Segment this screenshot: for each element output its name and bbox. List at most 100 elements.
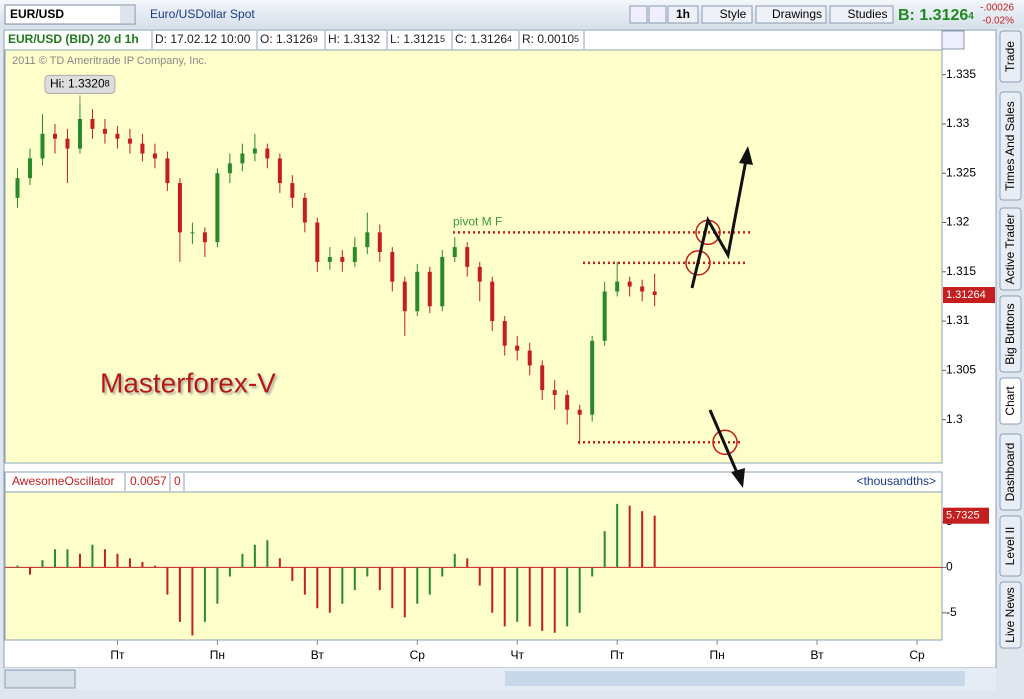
x-tick-label: Вт (311, 648, 325, 662)
osc-bar (453, 553, 456, 568)
last-price-box (943, 287, 995, 304)
candle-body (327, 256, 332, 262)
osc-bar (228, 567, 231, 577)
candle-body (165, 158, 170, 184)
info-text: O: 1.3126 (260, 32, 313, 46)
candle-body (27, 158, 32, 179)
candle-body (477, 266, 482, 282)
bid: B: 1.31264 (898, 7, 974, 24)
side-tab-label: Times And Sales (1003, 101, 1017, 191)
osc-bar (603, 531, 606, 568)
button-label: Style (720, 7, 747, 21)
zoom-buttons[interactable] (4, 669, 76, 689)
scroll-thumb[interactable] (505, 671, 965, 686)
x-tick-label: Пт (110, 648, 125, 662)
osc-bar (566, 567, 569, 627)
level-circle (712, 429, 738, 456)
candle-body (652, 291, 657, 296)
info-text: D: 17.02.12 10:00 (155, 32, 251, 46)
side-tab[interactable] (999, 295, 1022, 373)
last-value-box (943, 507, 989, 524)
candle-body (490, 281, 495, 322)
button-label: 1h (676, 7, 690, 21)
info-text: EUR/USD (BID) 20 d 1h (8, 32, 139, 46)
candle-body (127, 138, 132, 144)
y-tick-label: 1.315 (946, 264, 976, 278)
candle-body (202, 232, 207, 243)
y-tick-label: 1.325 (946, 165, 976, 179)
info-sub: 5 (440, 34, 445, 44)
x-tick-label: Вт (811, 648, 825, 662)
symbol-box[interactable] (4, 4, 136, 25)
candle-body (65, 138, 70, 149)
osc-bar (291, 567, 294, 582)
info-sub: 4 (507, 34, 512, 44)
candle-body (52, 133, 57, 139)
info-text: C: 1.3126 (455, 32, 507, 46)
osc-bar (191, 567, 194, 636)
osc-bar (441, 567, 444, 577)
chart-icon[interactable] (941, 30, 965, 50)
osc-bar (391, 567, 394, 609)
osc-bar (328, 567, 331, 613)
toolbar-button[interactable] (667, 5, 699, 24)
osc-bar (416, 567, 419, 604)
toolbar-button[interactable] (701, 5, 753, 24)
candle-body (252, 148, 257, 154)
side-tab[interactable] (999, 377, 1022, 425)
toolbar-button[interactable] (755, 5, 827, 24)
icon-button[interactable] (629, 5, 648, 24)
candle-body (377, 232, 382, 253)
side-tab[interactable] (999, 207, 1022, 291)
toolbar-button[interactable] (829, 5, 894, 24)
hi-text: Hi: 1.3320 (50, 77, 105, 91)
info-text: R: 0.0010 (522, 32, 574, 46)
info-sub: 5 (574, 34, 579, 44)
osc-reading: 0.0057 (130, 474, 167, 488)
hi-label: Hi: 1.33208 (50, 77, 110, 91)
osc-bar (578, 567, 581, 613)
candle-body (190, 232, 195, 234)
osc-unit: <thousandths> (857, 474, 936, 488)
y-tick-label: 1.31 (946, 313, 970, 327)
candle-body (590, 340, 595, 415)
osc-bar (278, 558, 281, 568)
level-circle (685, 250, 711, 276)
candle-body (452, 247, 457, 257)
osc-bar (591, 567, 594, 577)
candle-body (15, 178, 20, 198)
candle-body (440, 256, 445, 307)
y-tick-label: 1.335 (946, 67, 976, 81)
icon-button[interactable] (648, 5, 667, 24)
osc-bar (316, 567, 319, 609)
osc-bar (478, 567, 481, 586)
osc-bar (266, 540, 269, 568)
candle-body (152, 153, 157, 159)
side-tab[interactable] (999, 581, 1022, 649)
side-tab[interactable] (999, 30, 1022, 83)
candle-body (40, 133, 45, 159)
osc-bar (16, 565, 19, 568)
side-tab[interactable] (999, 91, 1022, 201)
candle-body (552, 390, 557, 395)
osc-bar (91, 544, 94, 568)
button-label: Studies (847, 7, 887, 21)
side-tab-label: Big Buttons (1003, 303, 1017, 364)
last-value-label: 5.7325 (946, 510, 980, 522)
side-tab-label: Trade (1003, 41, 1017, 72)
dropdown[interactable] (120, 6, 134, 23)
side-tab[interactable] (999, 433, 1022, 511)
bid-value: B: 1.3126 (898, 7, 968, 24)
info-sub: 9 (313, 34, 318, 44)
arrow-down (708, 409, 740, 476)
info-cell: EUR/USD (BID) 20 d 1h (8, 32, 139, 46)
info-cell: C: 1.31264 (455, 32, 512, 46)
arrow-head (731, 468, 745, 488)
osc-bar (166, 567, 169, 595)
osc-bar (66, 549, 69, 568)
side-tab-label: Live News (1003, 587, 1017, 642)
osc-bar (153, 565, 156, 568)
side-tab[interactable] (999, 515, 1022, 577)
candle-body (365, 232, 370, 248)
